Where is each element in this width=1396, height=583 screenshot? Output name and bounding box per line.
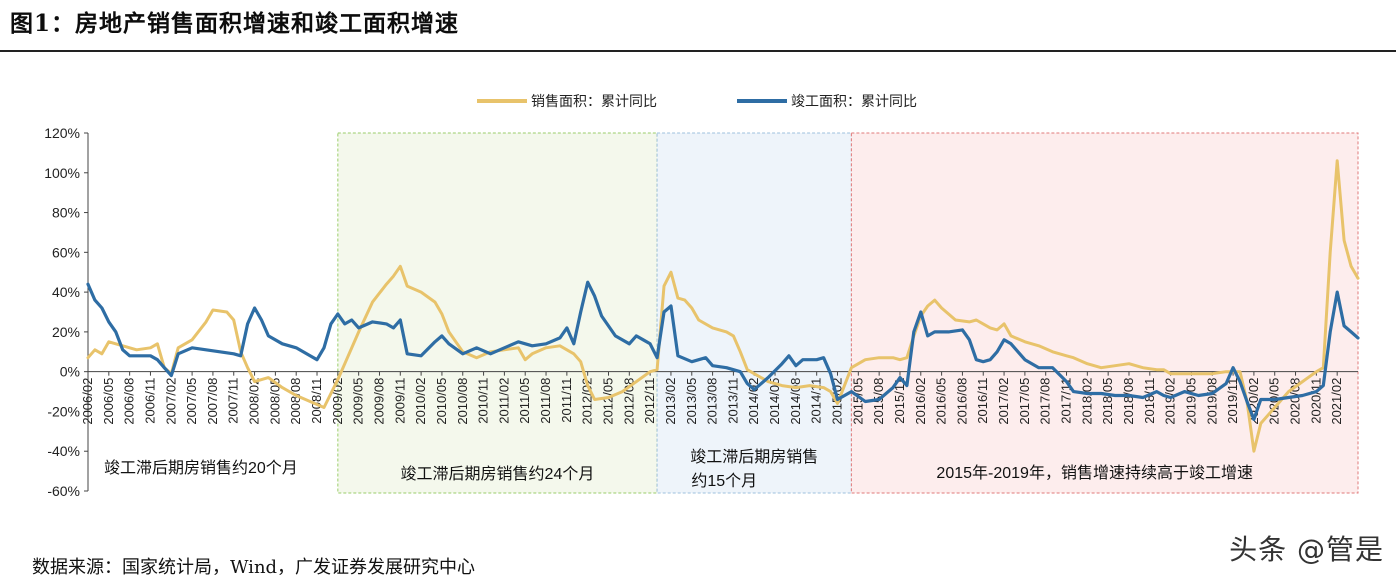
y-tick-label: 0% (60, 364, 80, 380)
x-tick-label: 2010/05 (434, 378, 449, 425)
y-tick-label: -40% (47, 443, 80, 459)
watermark: 头条 @管是 (1229, 533, 1384, 566)
x-tick-label: 2011/11 (559, 378, 574, 423)
series-line-completion (86, 280, 1360, 421)
x-tick-label: 2017/05 (1017, 378, 1032, 425)
annotation-zone-1: 竣工滞后期房销售约20个月 (104, 459, 298, 477)
y-tick-label: 20% (52, 324, 80, 340)
x-tick-label: 2007/05 (184, 378, 199, 425)
x-tick-label: 2013/08 (705, 378, 720, 425)
y-tick-label: 120% (44, 125, 80, 141)
x-tick-label: 2006/02 (80, 378, 95, 425)
series-line-sales (86, 159, 1360, 453)
x-tick-label: 2011/05 (517, 378, 532, 424)
x-tick-label: 2016/08 (954, 378, 969, 425)
y-tick-label: -20% (47, 403, 80, 419)
x-tick-label: 2007/08 (205, 378, 220, 425)
annotation-zone-4: 2015年-2019年，销售增速持续高于竣工增速 (936, 464, 1253, 482)
x-tick-label: 2009/08 (371, 378, 386, 425)
x-tick-label: 2006/05 (101, 378, 116, 425)
x-tick-label: 2015/05 (850, 378, 865, 425)
y-tick-label: 80% (52, 205, 80, 221)
annotation-zone-2: 竣工滞后期房销售约24个月 (401, 465, 595, 483)
x-tick-label: 2011/08 (538, 378, 553, 424)
x-tick-label: 2018/08 (1121, 378, 1136, 425)
annotation-zone-3-line2: 约15个月 (691, 472, 757, 490)
x-tick-label: 2014/05 (767, 378, 782, 425)
x-tick-label: 2008/08 (288, 378, 303, 425)
x-tick-label: 2008/11 (309, 378, 324, 424)
x-tick-label: 2017/08 (1038, 378, 1053, 425)
x-tick-label: 2014/08 (788, 378, 803, 425)
x-tick-label: 2010/08 (455, 378, 470, 425)
x-tick-label: 2018/05 (1100, 378, 1115, 425)
x-tick-label: 2007/02 (163, 378, 178, 425)
x-tick-label: 2017/11 (1059, 378, 1074, 424)
x-tick-label: 2012/05 (600, 378, 615, 425)
line-chart: 120% 100% 80% 60% 40% 20% 0% -20% -40% -60% 2006/0… (44, 93, 1360, 499)
legend-item-sales-label: 销售面积：累计同比 (531, 93, 657, 109)
x-tick-label: 2019/08 (1204, 378, 1219, 425)
series-lines (86, 159, 1360, 453)
y-tick-label: -60% (47, 483, 80, 499)
zone-2013-2015 (656, 132, 852, 494)
x-tick-label: 2018/11 (1142, 378, 1157, 424)
legend-item-completion-label: 竣工面积：累计同比 (791, 93, 917, 109)
x-tick-label: 2014/11 (809, 378, 824, 424)
x-tick-label: 2009/11 (392, 378, 407, 424)
x-tick-label: 2008/05 (267, 378, 282, 425)
x-tick-label: 2019/05 (1183, 378, 1198, 425)
x-tick-label: 2011/02 (496, 378, 511, 424)
x-tick-label: 2012/11 (642, 378, 657, 424)
x-tick-label: 2010/02 (413, 378, 428, 425)
highlight-zones (337, 132, 1359, 494)
annotation-zone-3: 竣工滞后期房销售 (690, 448, 818, 466)
x-tick-label: 2019/02 (1163, 378, 1178, 425)
x-tick-label: 2010/11 (476, 378, 491, 424)
x-tick-label: 2016/11 (975, 378, 990, 424)
zone-2009-2012 (337, 132, 658, 494)
y-tick-label: 60% (52, 244, 80, 260)
y-tick-label: 40% (52, 284, 80, 300)
x-tick-label: 2013/02 (663, 378, 678, 425)
x-tick-label: 2009/02 (330, 378, 345, 425)
x-tick-label: 2017/02 (996, 378, 1011, 425)
x-tick-label: 2013/11 (725, 378, 740, 424)
x-tick-label: 2020/11 (1308, 378, 1323, 424)
figure-title: 图1：房地产销售面积增速和竣工面积增速 (10, 10, 460, 37)
x-tick-label: 2007/11 (226, 378, 241, 424)
zone-2015-2021 (850, 132, 1359, 494)
legend: 销售面积：累计同比 竣工面积：累计同比 (477, 93, 917, 109)
x-tick-label: 2021/02 (1329, 378, 1344, 425)
x-tick-label: 2014/02 (746, 378, 761, 425)
x-tick-label: 2013/05 (684, 378, 699, 425)
x-tick-label: 2016/05 (934, 378, 949, 425)
x-tick-label: 2018/02 (1079, 378, 1094, 425)
x-tick-label: 2009/05 (351, 378, 366, 425)
x-tick-label: 2015/11 (892, 378, 907, 424)
title-rule (0, 50, 1396, 52)
x-tick-label: 2006/08 (122, 378, 137, 425)
source-note: 数据来源：国家统计局，Wind，广发证券发展研究中心 (32, 557, 476, 578)
x-tick-label: 2008/02 (247, 378, 262, 425)
x-tick-label: 2019/11 (1225, 378, 1240, 424)
x-tick-label: 2016/02 (913, 378, 928, 425)
x-tick-label: 2006/11 (142, 378, 157, 424)
y-tick-label: 100% (44, 165, 80, 181)
